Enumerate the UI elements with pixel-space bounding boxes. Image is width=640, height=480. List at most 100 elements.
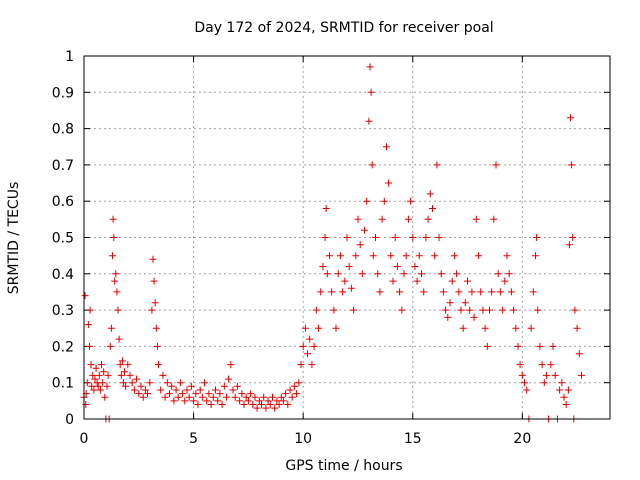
data-point (345, 263, 353, 270)
data-point (556, 386, 564, 394)
data-point (418, 270, 425, 278)
data-point (507, 288, 515, 296)
y-tick-label: 0.9 (52, 85, 74, 101)
data-point (352, 252, 360, 260)
data-point (404, 215, 412, 223)
data-point (286, 386, 294, 394)
data-point (86, 342, 93, 350)
data-point (113, 288, 121, 296)
data-point (122, 382, 130, 390)
data-point (279, 397, 287, 405)
y-tick-label: 0 (65, 412, 74, 428)
data-point (233, 382, 241, 390)
data-point (521, 379, 528, 387)
data-point (439, 288, 447, 296)
data-point (96, 386, 104, 394)
data-point (317, 288, 325, 296)
data-point (231, 393, 239, 401)
x-tick-label: 5 (189, 431, 198, 447)
data-point (385, 179, 393, 187)
data-point (322, 205, 330, 212)
data-point (468, 288, 476, 296)
data-point (277, 393, 285, 401)
data-point (101, 393, 109, 401)
data-point (253, 404, 261, 412)
data-point (299, 342, 307, 350)
data-point (163, 379, 171, 387)
data-point (334, 270, 342, 278)
data-point (529, 288, 537, 296)
x-tick-label: 10 (294, 431, 312, 447)
data-point (115, 335, 123, 343)
data-point (144, 390, 152, 398)
data-point (505, 270, 513, 278)
data-point (433, 161, 441, 169)
data-point (568, 161, 576, 169)
data-point (573, 324, 581, 332)
data-point (437, 270, 445, 278)
data-point (459, 324, 467, 332)
data-point (560, 393, 568, 401)
data-point (496, 288, 504, 296)
data-point (326, 252, 333, 260)
data-point (330, 306, 338, 314)
data-point (172, 386, 180, 394)
data-point (575, 350, 583, 358)
data-point (319, 263, 327, 270)
data-point (481, 324, 489, 332)
data-point (181, 397, 189, 405)
data-point (536, 342, 544, 350)
data-point (218, 401, 226, 408)
data-point (111, 277, 119, 285)
data-point (391, 234, 399, 241)
data-point (214, 397, 222, 405)
data-point (203, 397, 211, 405)
data-point (223, 393, 230, 401)
data-point (562, 401, 570, 408)
data-point (295, 379, 303, 387)
data-point (409, 234, 417, 241)
data-point (444, 313, 452, 321)
data-point (323, 270, 331, 278)
data-points (80, 63, 585, 423)
data-point (118, 357, 126, 365)
data-point (139, 393, 147, 401)
data-point (258, 401, 265, 408)
data-point (532, 252, 539, 260)
data-point (266, 401, 274, 408)
data-point (141, 386, 149, 394)
data-point (275, 401, 283, 408)
data-point (109, 252, 116, 260)
data-point (249, 401, 257, 408)
data-point (269, 393, 276, 401)
x-axis-label: GPS time / hours (285, 458, 402, 474)
data-point (119, 379, 127, 387)
data-point (273, 397, 281, 405)
data-point (347, 284, 355, 292)
data-point (104, 371, 112, 379)
data-point (170, 397, 178, 405)
data-point (540, 379, 548, 387)
data-point (499, 306, 507, 314)
data-point (86, 306, 94, 314)
data-point (225, 375, 233, 383)
data-point (161, 393, 169, 401)
data-point (367, 88, 375, 96)
data-point (358, 270, 366, 278)
data-point (166, 390, 173, 398)
data-point (549, 342, 557, 350)
data-point (117, 371, 125, 379)
data-point (356, 241, 364, 249)
data-point (361, 226, 368, 234)
data-point (251, 393, 259, 401)
data-point (429, 205, 436, 212)
data-point (479, 306, 487, 314)
data-point (477, 288, 485, 296)
data-point (212, 386, 219, 394)
data-point (569, 234, 577, 241)
data-point (328, 288, 336, 296)
data-point (81, 292, 89, 300)
y-tick-label: 0.6 (52, 194, 74, 210)
data-point (422, 234, 430, 241)
data-point (220, 382, 228, 390)
